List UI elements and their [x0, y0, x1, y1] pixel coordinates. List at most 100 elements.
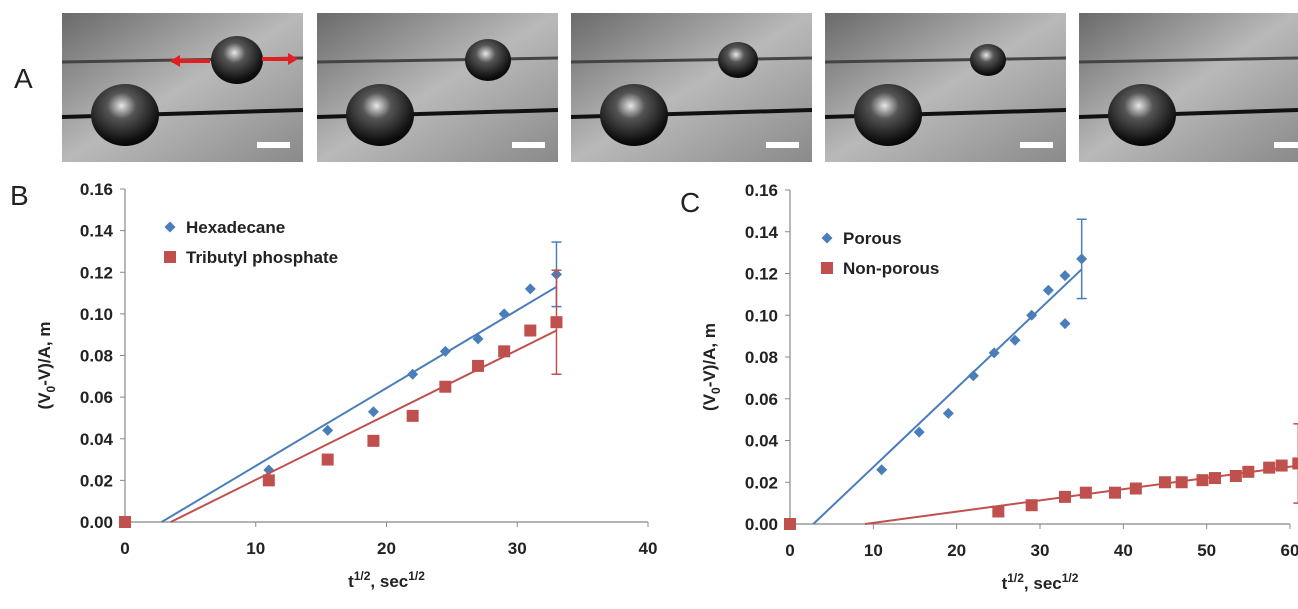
marker — [942, 407, 954, 419]
legend-marker — [821, 232, 833, 244]
x-tick-label: 0 — [785, 541, 794, 560]
droplet — [465, 39, 511, 81]
marker — [407, 368, 419, 380]
fiber — [316, 56, 559, 64]
marker — [1196, 474, 1209, 487]
marker — [498, 308, 510, 320]
x-tick-label: 50 — [1197, 541, 1216, 560]
legend-marker — [164, 221, 176, 233]
marker — [876, 464, 888, 476]
chart: B 0.00 0.02 0.04 0.06 0.08 0.10 0.12 0.14 0.16 0 10… — [10, 180, 657, 591]
scale-bar — [1020, 142, 1053, 148]
panel-label: C — [680, 187, 700, 218]
legend-label: Porous — [843, 229, 902, 248]
marker — [1229, 469, 1242, 482]
y-tick-label: 0.00 — [80, 513, 113, 532]
error-bar — [551, 269, 562, 375]
chart: C 0.00 0.02 0.04 0.06 0.08 0.10 0.12 0.14 0.16 0 10… — [680, 181, 1298, 593]
legend-label: Tributyl phosphate — [186, 248, 338, 267]
x-tick-label: 30 — [1031, 541, 1050, 560]
marker — [1129, 482, 1142, 495]
y-tick-label: 0.10 — [745, 306, 778, 325]
photo-background — [571, 13, 812, 162]
droplet — [718, 42, 758, 78]
marker — [988, 347, 1000, 359]
y-tick-label: 0.08 — [80, 347, 113, 366]
marker — [1025, 499, 1038, 512]
photo-background — [1079, 13, 1298, 162]
photo-strip — [61, 13, 1298, 162]
marker — [472, 333, 484, 345]
axis-label: (V0-V)/A, m — [700, 323, 723, 411]
marker — [321, 453, 334, 466]
scale-bar — [512, 142, 545, 148]
marker — [406, 409, 419, 422]
marker — [1292, 457, 1298, 470]
y-tick-label: 0.16 — [80, 180, 113, 199]
scale-bar — [1274, 142, 1298, 148]
y-tick-label: 0.16 — [745, 181, 778, 200]
marker — [1159, 476, 1171, 489]
photo-background — [825, 13, 1066, 162]
marker — [1059, 490, 1071, 503]
marker — [967, 370, 979, 382]
photo — [61, 13, 304, 162]
marker — [524, 283, 536, 295]
y-tick-label: 0.02 — [80, 471, 113, 490]
fiber — [824, 56, 1067, 64]
label-script: 1/2 — [1007, 571, 1024, 585]
marker — [1059, 318, 1071, 330]
marker — [992, 505, 1005, 518]
scale-bar — [766, 142, 799, 148]
marker — [1242, 465, 1255, 478]
marker — [1026, 309, 1038, 321]
fit-line — [161, 285, 557, 523]
photo — [316, 13, 559, 162]
x-tick-label: 10 — [864, 541, 883, 560]
label-text: t — [348, 572, 354, 591]
legend-label: Hexadecane — [186, 218, 285, 237]
photo — [824, 13, 1067, 162]
panel-label: A — [14, 63, 33, 94]
error-bar — [1076, 218, 1087, 300]
marker — [322, 424, 334, 436]
marker — [524, 324, 537, 337]
y-tick-label: 0.10 — [80, 305, 113, 324]
droplet — [211, 36, 263, 84]
droplet — [91, 84, 159, 146]
droplet — [854, 84, 922, 146]
marker — [439, 380, 452, 393]
y-tick-label: 0.04 — [80, 430, 114, 449]
x-tick-label: 30 — [508, 539, 527, 558]
label-text: t — [1002, 574, 1008, 593]
y-tick-label: 0.06 — [80, 388, 113, 407]
marker — [262, 474, 275, 487]
legend-marker — [164, 251, 176, 263]
axis-label: t1/2, sec1/2 — [348, 569, 425, 591]
marker — [1263, 461, 1276, 474]
marker — [367, 406, 379, 418]
fiber — [1078, 56, 1298, 64]
marker — [498, 345, 511, 358]
label-text: -V)/A, m — [700, 323, 719, 387]
marker — [1275, 459, 1288, 472]
marker — [784, 518, 796, 530]
marker — [1209, 472, 1221, 485]
photo — [570, 13, 813, 162]
x-tick-label: 60 — [1281, 541, 1298, 560]
photo-background — [62, 13, 303, 162]
x-tick-label: 10 — [246, 539, 265, 558]
arrowhead — [288, 53, 298, 65]
x-tick-label: 20 — [377, 539, 396, 558]
y-tick-label: 0.02 — [745, 473, 778, 492]
photo — [1078, 13, 1298, 162]
droplet — [600, 84, 668, 146]
label-script: 0 — [44, 385, 58, 392]
panel-label: B — [10, 180, 29, 211]
marker — [1079, 486, 1092, 499]
label-text: (V — [35, 392, 54, 410]
charts: B 0.00 0.02 0.04 0.06 0.08 0.10 0.12 0.14 0.16 0 10… — [10, 180, 1298, 593]
x-tick-label: 40 — [639, 539, 658, 558]
fit-line — [170, 329, 557, 523]
